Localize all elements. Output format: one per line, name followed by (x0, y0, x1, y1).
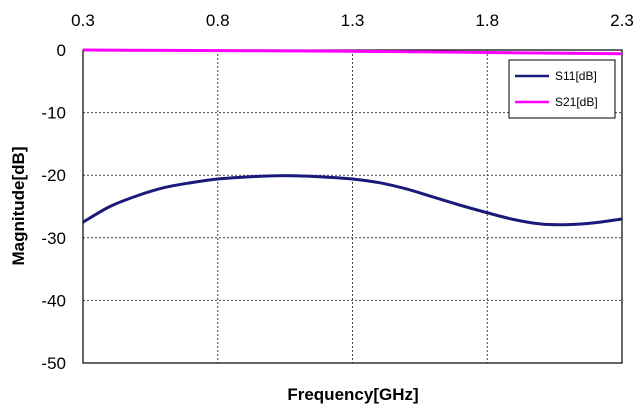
x-tick-label: 0.3 (71, 11, 95, 30)
x-tick-label: 1.3 (341, 11, 365, 30)
series-line-s11-db (82, 174, 623, 227)
tick-labels: 0.3 0.8 1.3 1.8 2.3 0 -10 -20 -30 -40 -50 (41, 11, 633, 373)
y-axis-title: Magnitude[dB] (9, 147, 28, 266)
x-tick-label: 1.8 (475, 11, 499, 30)
y-tick-label: -40 (41, 291, 66, 310)
legend: S11[dB] S21[dB] (508, 59, 616, 119)
y-tick-label: -20 (41, 166, 66, 185)
series-line-s21-db (82, 48, 623, 56)
y-tick-label: 0 (57, 41, 66, 60)
y-tick-label: -50 (41, 354, 66, 373)
x-axis-title: Frequency[GHz] (287, 385, 418, 404)
x-tick-label: 0.8 (206, 11, 230, 30)
x-tick-label: 2.3 (610, 11, 634, 30)
y-tick-label: -30 (41, 229, 66, 248)
series-lines (82, 48, 623, 227)
legend-label-s11: S11[dB] (555, 69, 597, 83)
legend-box (508, 59, 616, 119)
legend-label-s21: S21[dB] (555, 95, 598, 109)
y-tick-label: -10 (41, 104, 66, 123)
grid (83, 50, 622, 363)
